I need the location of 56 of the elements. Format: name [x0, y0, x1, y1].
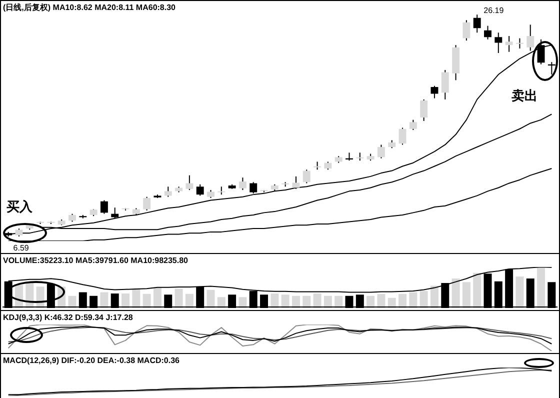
chart-title: VOLUME:35223.10 MA5:39791.60 MA10:98235.80 — [3, 256, 189, 266]
bar — [473, 272, 482, 308]
bar — [122, 293, 130, 308]
bar — [281, 294, 290, 308]
annotation: 26.19 — [484, 6, 504, 16]
bar — [537, 268, 546, 308]
candlestick — [462, 20, 470, 42]
bar — [377, 294, 386, 308]
candlestick — [430, 85, 438, 99]
candlestick — [250, 182, 258, 194]
candlestick — [441, 69, 449, 100]
bar — [100, 292, 108, 308]
candlestick — [377, 144, 385, 159]
bar — [462, 282, 470, 308]
candlestick — [494, 32, 502, 54]
bar — [516, 276, 524, 308]
candlestick — [409, 119, 417, 131]
text: 6.59 — [13, 244, 30, 253]
candlestick — [143, 196, 151, 211]
bar — [430, 286, 438, 308]
chart-title: KDJ(9,3,3) K:46.32 D:59.34 J:17.28 — [3, 313, 134, 322]
candlestick — [505, 36, 513, 52]
bar — [302, 296, 311, 308]
annotation: 买入 — [6, 199, 34, 216]
annotation: 卖出 — [512, 89, 538, 104]
chart-title: MACD(12,26,9) DIF:-0.20 DEA:-0.38 MACD:0.36 — [3, 356, 180, 366]
bar — [185, 294, 194, 308]
candlestick — [420, 98, 428, 122]
candlestick — [473, 14, 481, 34]
candlestick — [516, 38, 524, 49]
bar — [270, 293, 279, 308]
bar — [409, 292, 418, 308]
bar — [217, 297, 226, 308]
candlestick — [186, 174, 194, 191]
bar — [420, 291, 428, 308]
candlestick — [398, 127, 406, 146]
chart-title: (日线,后复权) MA10:8.62 MA20:8.11 MA60:8.30 — [3, 3, 176, 12]
bar — [292, 296, 300, 308]
bar — [142, 294, 151, 308]
candlestick — [196, 184, 204, 196]
candlestick — [238, 177, 246, 191]
candlestick — [164, 186, 172, 198]
candlestick — [484, 25, 492, 40]
candlestick — [292, 176, 300, 190]
bar — [366, 296, 375, 308]
bar — [132, 288, 140, 308]
bar — [452, 278, 460, 308]
bar — [324, 296, 332, 308]
bar — [313, 293, 322, 308]
bar — [238, 297, 247, 308]
bar — [153, 287, 162, 308]
candlestick — [302, 169, 310, 184]
candlestick — [100, 200, 108, 214]
bar — [398, 294, 407, 308]
bar — [174, 288, 183, 308]
bar — [334, 296, 343, 308]
